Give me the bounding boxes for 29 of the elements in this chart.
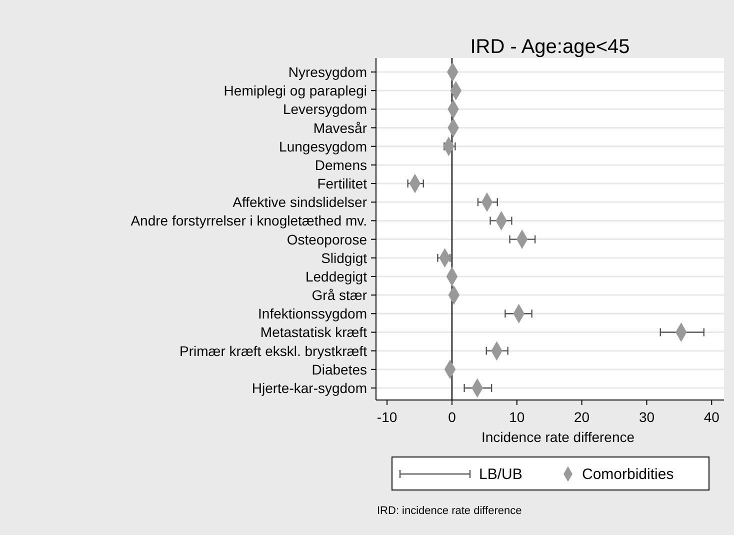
chart-title: IRD - Age:age<45 xyxy=(470,36,630,58)
y-tick-label: Fertilitet xyxy=(317,176,368,192)
y-tick-label: Infektionssygdom xyxy=(258,306,367,322)
x-axis-title: Incidence rate difference xyxy=(481,429,635,445)
text: IRD: incidence rate difference xyxy=(377,505,522,517)
x-tick-label: 10 xyxy=(509,409,525,425)
x-tick-label: 0 xyxy=(448,409,456,425)
x-tick-label: -10 xyxy=(376,409,398,425)
x-tick-label: 30 xyxy=(638,409,655,425)
y-tick-label: Osteoporose xyxy=(286,231,368,248)
y-tick-label: Leversygdom xyxy=(282,101,367,118)
y-tick-label: Andre forstyrrelser i knogletæthed mv. xyxy=(130,212,367,229)
y-tick-label: Diabetes xyxy=(312,361,367,378)
y-tick-label: Affektive sindslidelser xyxy=(232,194,368,210)
y-tick-label: Lungesygdom xyxy=(279,138,367,154)
x-tick-label: 40 xyxy=(704,409,720,425)
text: LB/UB xyxy=(479,466,522,483)
y-tick-label: Hjerte-kar-sygdom xyxy=(252,380,367,396)
y-tick-label: Hemiplegi og paraplegi xyxy=(224,82,367,99)
y-tick-label: Slidgigt xyxy=(321,250,368,266)
y-tick-label: Grå stær xyxy=(312,287,368,304)
y-tick-label: Metastatisk kræft xyxy=(260,324,368,340)
legend-label: Comorbidities xyxy=(582,466,674,483)
y-tick-label: Demens xyxy=(314,156,367,173)
x-tick-label: 20 xyxy=(574,409,590,425)
y-tick-label: Mavesår xyxy=(313,120,368,136)
y-tick-label: Nyresygdom xyxy=(288,64,367,80)
y-tick-label: Leddegigt xyxy=(305,268,368,284)
y-tick-label: Primær kræft ekskl. brystkræft xyxy=(180,342,368,359)
